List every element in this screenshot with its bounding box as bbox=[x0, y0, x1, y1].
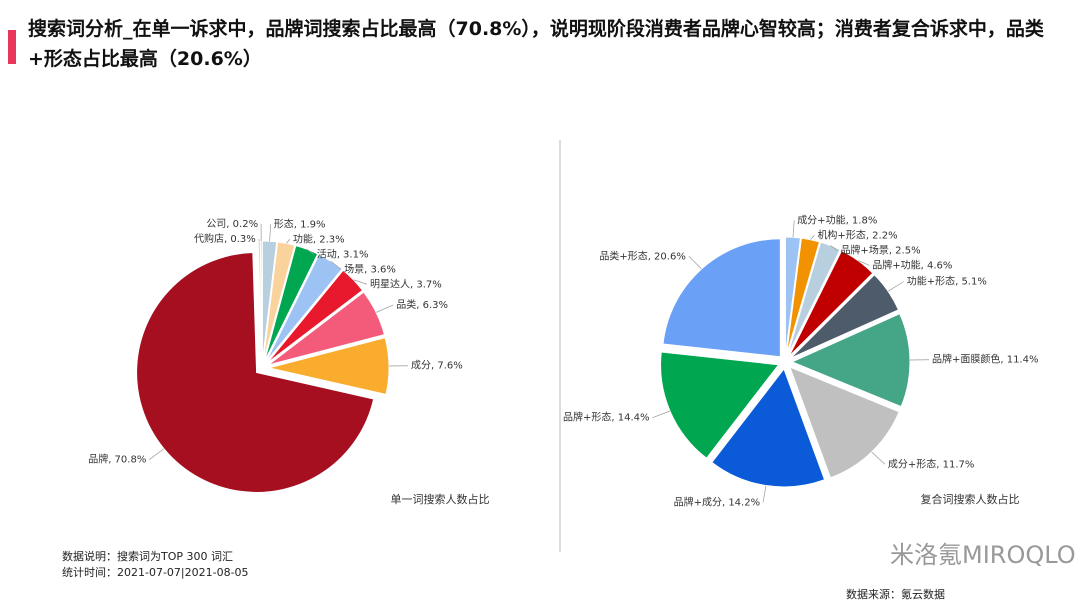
data-source: 数据来源：氪云数据 bbox=[846, 588, 945, 601]
data-label: 成分, 7.6% bbox=[411, 360, 463, 372]
data-label: 公司, 0.2% bbox=[206, 219, 258, 230]
data-label: 机构+形态, 2.2% bbox=[817, 228, 897, 241]
data-label: 品类, 6.3% bbox=[396, 298, 448, 311]
pie-slice bbox=[259, 240, 263, 362]
leader-line bbox=[792, 220, 795, 238]
pie-slice bbox=[662, 238, 781, 358]
leader-line bbox=[887, 281, 904, 292]
data-label: 成分+功能, 1.8% bbox=[797, 213, 877, 226]
data-label: 场景, 3.6% bbox=[344, 262, 396, 275]
leader-line bbox=[376, 304, 394, 313]
leader-line bbox=[330, 261, 342, 270]
chart-title: 单一词搜索人数占比 bbox=[391, 492, 490, 506]
pie-slice bbox=[790, 274, 900, 359]
data-label: 品类+形态, 20.6% bbox=[599, 249, 686, 262]
leader-line bbox=[149, 448, 165, 460]
leader-line bbox=[285, 239, 291, 244]
data-label: 功能+形态, 5.1% bbox=[907, 275, 987, 288]
watermark: 米洛氪MIROQLO bbox=[890, 541, 1076, 569]
leader-line bbox=[353, 279, 368, 285]
leader-line bbox=[306, 248, 314, 255]
data-label: 品牌+面膜颜色, 11.4% bbox=[932, 353, 1039, 366]
pie-slice bbox=[784, 236, 802, 356]
pie-slice bbox=[263, 245, 319, 362]
leader-line bbox=[762, 485, 767, 503]
data-period: 统计时间：2021-07-07|2021-08-05 bbox=[62, 566, 249, 579]
slide-title: 搜索词分析_在单一诉求中，品牌词搜索占比最高（70.8%），说明现阶段消费者品牌… bbox=[28, 18, 1044, 70]
leader-line bbox=[652, 410, 671, 419]
data-label: 明星达人, 3.7% bbox=[370, 278, 442, 290]
leader-line bbox=[857, 260, 870, 266]
leader-line bbox=[830, 245, 838, 251]
pie-slice bbox=[268, 337, 390, 396]
leader-line bbox=[871, 451, 886, 465]
data-label: 品牌, 70.8% bbox=[88, 453, 146, 466]
pie-slice bbox=[136, 251, 375, 493]
accent-bar bbox=[8, 30, 16, 64]
data-label: 代购店, 0.3% bbox=[194, 232, 256, 245]
leader-line bbox=[269, 224, 272, 242]
data-label: 活动, 3.1% bbox=[317, 248, 369, 260]
data-label: 形态, 1.9% bbox=[274, 217, 326, 230]
leader-line bbox=[810, 235, 815, 240]
leader-line bbox=[688, 256, 702, 270]
data-label: 成分+形态, 11.7% bbox=[888, 457, 975, 470]
data-label: 品牌+功能, 4.6% bbox=[872, 258, 952, 271]
pie-slice bbox=[788, 249, 874, 357]
data-label: 品牌+成分, 14.2% bbox=[674, 495, 761, 508]
data-note: 数据说明：搜索词为TOP 300 词汇 bbox=[62, 550, 233, 563]
data-label: 品牌+形态, 14.4% bbox=[563, 411, 650, 424]
pie-slice bbox=[788, 366, 900, 479]
chart-title: 复合词搜索人数占比 bbox=[921, 492, 1020, 506]
data-label: 品牌+场景, 2.5% bbox=[840, 243, 920, 256]
data-label: 功能, 2.3% bbox=[293, 232, 345, 245]
pie-slice bbox=[790, 313, 911, 408]
pie-slice bbox=[267, 291, 386, 366]
